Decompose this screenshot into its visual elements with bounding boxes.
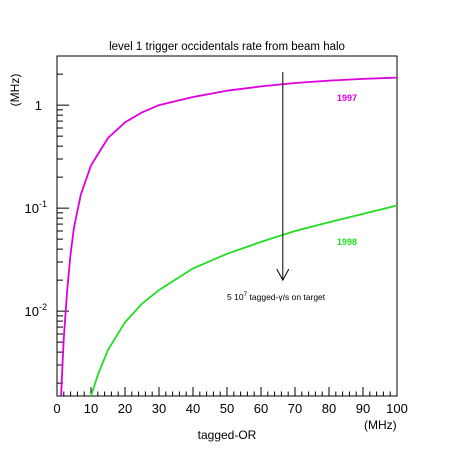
chart-title: level 1 trigger occidentals rate from be… xyxy=(109,41,345,53)
annotation-text: 5 107 tagged-γ/s on target xyxy=(227,291,326,302)
x-tick-label: 60 xyxy=(254,401,268,416)
x-tick-label: 70 xyxy=(288,401,302,416)
x-tick-label: 0 xyxy=(53,401,60,416)
y-axis-ticks: 10-2 10-1 1 xyxy=(25,55,69,384)
annotation-arrow-head xyxy=(276,268,290,282)
x-tick-label: 100 xyxy=(386,401,408,416)
x-axis-unit: (MHz) xyxy=(364,418,397,432)
x-tick-label: 80 xyxy=(322,401,336,416)
series-lines xyxy=(60,76,398,397)
x-tick-label: 40 xyxy=(186,401,200,416)
series-line-1997 xyxy=(60,76,398,397)
y-tick-label: 10-1 xyxy=(25,199,47,216)
x-tick-label: 90 xyxy=(356,401,370,416)
series-label-1997: 1997 xyxy=(337,93,357,103)
x-axis-ticks: 0 10 20 30 40 50 60 70 80 90 100 xyxy=(53,387,408,416)
annotation: 5 107 tagged-γ/s on target xyxy=(227,71,326,302)
y-tick-label: 10-2 xyxy=(25,302,47,319)
plot-frame xyxy=(56,55,398,397)
series-labels: 1997 1998 xyxy=(337,93,357,247)
x-tick-label: 30 xyxy=(152,401,166,416)
x-tick-label: 10 xyxy=(84,401,98,416)
series-label-1998: 1998 xyxy=(337,237,357,247)
x-axis-label: tagged-OR xyxy=(198,428,257,442)
x-tick-label: 20 xyxy=(118,401,132,416)
series-line-1998 xyxy=(90,204,398,397)
y-tick-label: 1 xyxy=(35,98,42,113)
y-axis-unit: (MHz) xyxy=(8,74,22,107)
x-tick-label: 50 xyxy=(220,401,234,416)
